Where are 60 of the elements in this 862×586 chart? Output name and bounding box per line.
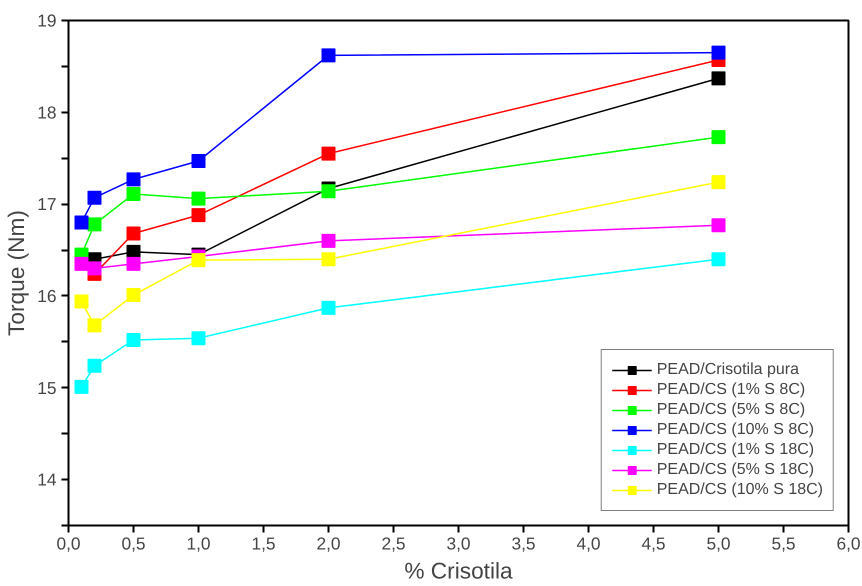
point [88,217,102,232]
x-tick-label: 5,0 [706,534,731,554]
point [192,154,206,168]
point [192,208,206,222]
point [322,252,336,266]
point [126,172,140,186]
legend-label: PEAD/CS (1% S 18C) [656,441,814,459]
point [126,333,140,348]
y-tick-label: 15 [37,378,57,398]
point [712,71,726,86]
x-tick-label: 2,5 [381,534,406,554]
x-tick-label: 6,0 [836,534,861,554]
legend-label: PEAD/CS (10% S 18C) [656,481,823,499]
point [322,48,336,62]
x-tick-label: 3,5 [511,534,536,554]
legend-label: PEAD/CS (5% S 8C) [656,401,806,419]
point [322,234,336,248]
point [192,331,206,346]
point [712,175,726,190]
x-tick-label: 0,0 [56,534,81,554]
point [88,190,102,205]
legend-label: PEAD/CS (1% S 8C) [656,381,806,399]
point [322,300,336,315]
point [126,226,140,241]
x-tick-label: 4,0 [576,534,601,554]
point [126,288,140,302]
point [88,261,102,276]
x-axis-title: % Crisotila [404,558,514,584]
x-tick-label: 3,0 [446,534,471,554]
point [126,187,140,202]
point [74,380,88,394]
x-tick-label: 1,5 [251,534,276,554]
legend-label: PEAD/CS (10% S 8C) [656,421,814,439]
point [712,46,726,60]
y-tick-label: 18 [37,102,57,122]
legend-label: PEAD/Crisotila pura [656,361,799,379]
y-tick-label: 16 [37,286,57,306]
x-tick-label: 4,5 [641,534,666,554]
y-tick-label: 14 [37,470,57,490]
point [192,192,206,206]
y-tick-label: 19 [37,10,57,30]
point [192,253,206,268]
x-tick-label: 1,0 [186,534,211,554]
point [322,184,336,198]
point [126,256,140,271]
point [322,146,336,161]
y-axis-title: Torque (Nm) [3,210,30,336]
point [88,318,102,332]
point [74,256,88,271]
point [712,252,726,266]
x-tick-label: 2,0 [316,534,341,554]
legend-label: PEAD/CS (5% S 18C) [656,461,814,479]
x-tick-label: 0,5 [121,534,146,554]
point [88,358,102,373]
point [74,294,88,308]
point [712,130,726,144]
point [74,216,88,230]
point [712,218,726,232]
y-tick-label: 17 [37,194,57,214]
x-tick-label: 5,5 [771,534,796,554]
